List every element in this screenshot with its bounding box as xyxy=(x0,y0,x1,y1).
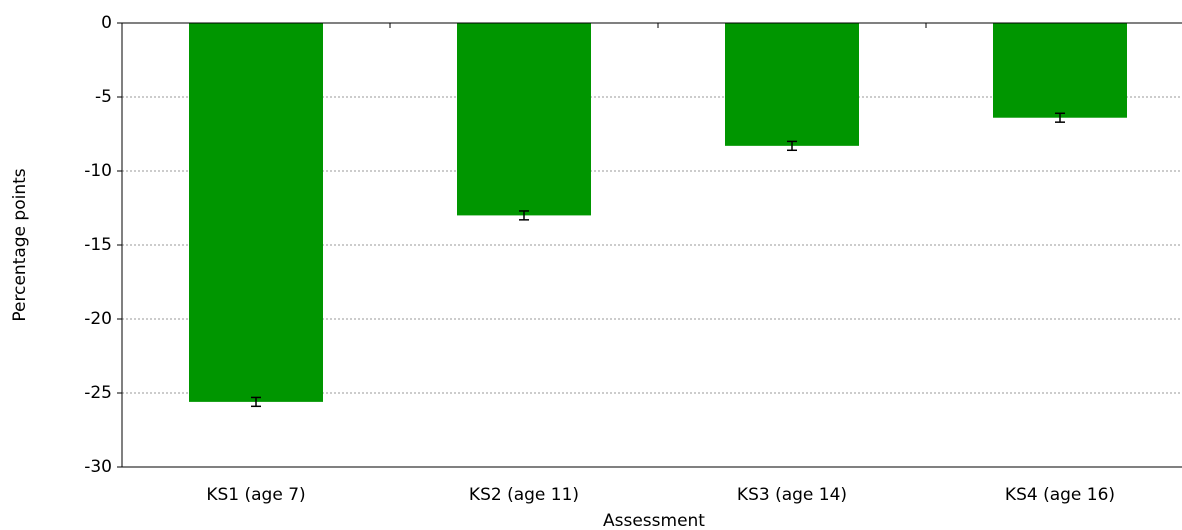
y-tick-label: -20 xyxy=(84,309,112,329)
y-tick-label: -15 xyxy=(84,235,112,255)
y-axis-label: Percentage points xyxy=(10,168,30,321)
bar xyxy=(189,23,323,402)
error-bar xyxy=(1055,112,1065,123)
bar xyxy=(993,23,1127,118)
x-axis-label: Assessment xyxy=(603,511,705,530)
x-tick-label: KS1 (age 7) xyxy=(206,485,305,505)
y-tick-label: -25 xyxy=(84,383,112,403)
y-tick-label: -5 xyxy=(95,87,112,107)
error-bar xyxy=(519,210,529,221)
x-tick-label: KS4 (age 16) xyxy=(1005,485,1115,505)
bar xyxy=(457,23,591,216)
x-tick-label: KS2 (age 11) xyxy=(469,485,579,505)
bar xyxy=(725,23,859,146)
error-bar xyxy=(787,140,797,152)
x-tick-label: KS3 (age 14) xyxy=(737,485,847,505)
y-tick-label: 0 xyxy=(101,13,112,33)
y-tick-label: -10 xyxy=(84,161,112,181)
error-bar xyxy=(251,396,261,408)
y-tick-label: -30 xyxy=(84,457,112,477)
